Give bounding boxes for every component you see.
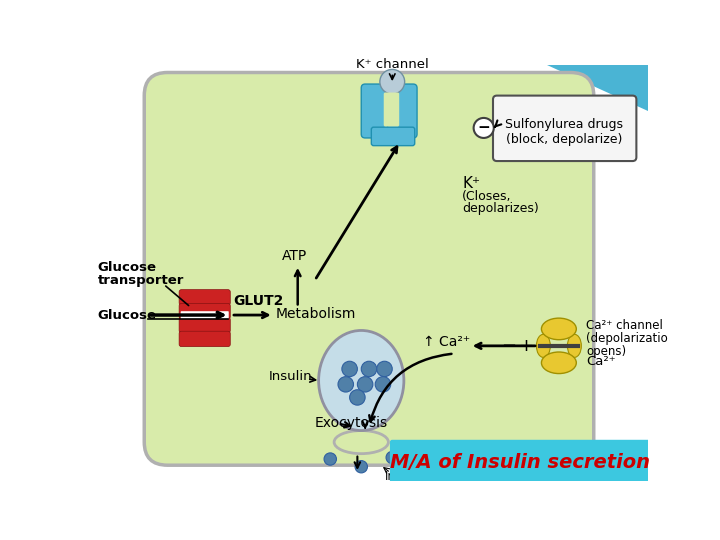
Text: Ca²⁺: Ca²⁺ xyxy=(586,355,616,368)
Text: (Closes,: (Closes, xyxy=(462,190,511,203)
Text: Metabolism: Metabolism xyxy=(276,307,356,321)
Circle shape xyxy=(357,377,373,392)
Text: −: − xyxy=(477,120,490,136)
FancyBboxPatch shape xyxy=(179,303,230,319)
Text: GLUT2: GLUT2 xyxy=(233,294,284,308)
Text: (depolarizatio: (depolarizatio xyxy=(586,332,667,345)
FancyBboxPatch shape xyxy=(384,92,399,126)
Circle shape xyxy=(386,451,398,464)
Text: Insulin: Insulin xyxy=(269,370,312,383)
Circle shape xyxy=(324,453,336,465)
Circle shape xyxy=(474,118,494,138)
Ellipse shape xyxy=(334,430,388,454)
Text: Insulin: Insulin xyxy=(384,470,423,483)
Circle shape xyxy=(375,377,391,392)
Ellipse shape xyxy=(541,318,576,340)
FancyBboxPatch shape xyxy=(372,127,415,146)
Circle shape xyxy=(377,361,392,377)
FancyBboxPatch shape xyxy=(181,311,229,319)
Polygon shape xyxy=(547,65,648,111)
Text: Exocytosis: Exocytosis xyxy=(315,416,388,430)
FancyBboxPatch shape xyxy=(144,72,594,465)
Text: +: + xyxy=(518,337,533,355)
FancyBboxPatch shape xyxy=(361,84,391,138)
Text: K⁺ channel: K⁺ channel xyxy=(356,58,428,71)
Text: ATP: ATP xyxy=(282,249,307,263)
Ellipse shape xyxy=(319,330,404,430)
Text: opens): opens) xyxy=(586,345,626,358)
FancyBboxPatch shape xyxy=(179,289,230,305)
Text: K⁺: K⁺ xyxy=(462,177,480,192)
Ellipse shape xyxy=(567,334,581,357)
Text: M/A of Insulin secretion: M/A of Insulin secretion xyxy=(390,453,650,471)
Text: Glucose: Glucose xyxy=(98,308,157,321)
Circle shape xyxy=(380,70,405,94)
FancyBboxPatch shape xyxy=(387,84,417,138)
Text: Sulfonylurea drugs: Sulfonylurea drugs xyxy=(505,118,624,131)
Text: depolarizes): depolarizes) xyxy=(462,202,539,215)
Text: Ca²⁺ channel: Ca²⁺ channel xyxy=(586,319,663,332)
Text: (block, depolarize): (block, depolarize) xyxy=(506,133,623,146)
Text: ↑ Ca²⁺: ↑ Ca²⁺ xyxy=(423,335,470,349)
Circle shape xyxy=(338,377,354,392)
Circle shape xyxy=(342,361,357,377)
Ellipse shape xyxy=(541,352,576,374)
FancyBboxPatch shape xyxy=(179,318,230,333)
FancyBboxPatch shape xyxy=(493,96,636,161)
FancyBboxPatch shape xyxy=(179,331,230,347)
Circle shape xyxy=(355,461,367,473)
Circle shape xyxy=(350,390,365,405)
FancyBboxPatch shape xyxy=(390,440,650,484)
Text: −: − xyxy=(501,337,516,355)
Text: Glucose: Glucose xyxy=(98,261,157,274)
Circle shape xyxy=(361,361,377,377)
Ellipse shape xyxy=(536,334,550,357)
Text: transporter: transporter xyxy=(98,274,184,287)
